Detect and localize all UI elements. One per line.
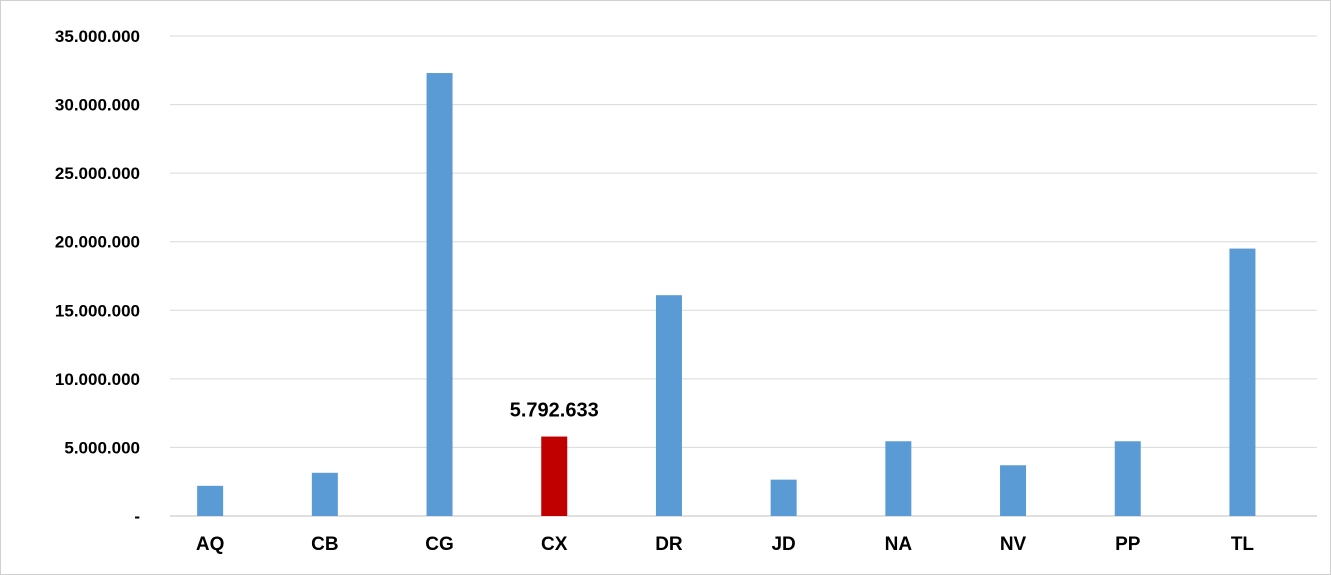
y-tick-label: 30.000.000: [55, 96, 140, 115]
bar-pp: [1114, 441, 1141, 516]
bar-cx: [541, 436, 568, 516]
bar-dr: [655, 295, 682, 516]
bar-cg: [426, 73, 453, 517]
bar-cb: [311, 472, 338, 516]
x-tick-label: CB: [311, 534, 338, 555]
bar-tl: [1229, 248, 1256, 517]
bar-nv: [1000, 465, 1027, 516]
x-tick-label: NV: [1000, 534, 1027, 555]
y-tick-label: 10.000.000: [55, 370, 140, 389]
bar-jd: [770, 479, 797, 516]
x-tick-label: CG: [425, 534, 454, 555]
x-tick-label: TL: [1231, 534, 1255, 555]
x-tick-label: NA: [885, 534, 913, 555]
y-tick-label: 35.000.000: [55, 27, 140, 46]
y-tick-label: 20.000.000: [55, 233, 140, 252]
x-tick-label: JD: [771, 534, 795, 555]
y-tick-label: 15.000.000: [55, 301, 140, 320]
x-tick-label: DR: [655, 534, 683, 555]
x-tick-label: CX: [541, 534, 568, 555]
x-tick-label: PP: [1115, 534, 1141, 555]
x-tick-label: AQ: [196, 534, 225, 555]
y-tick-label: 25.000.000: [55, 164, 140, 183]
y-tick-label: 5.000.000: [64, 438, 140, 457]
data-label: 5.792.633: [510, 400, 599, 422]
y-tick-label: -: [134, 507, 140, 526]
bar-aq: [197, 485, 224, 516]
bar-na: [885, 441, 912, 516]
